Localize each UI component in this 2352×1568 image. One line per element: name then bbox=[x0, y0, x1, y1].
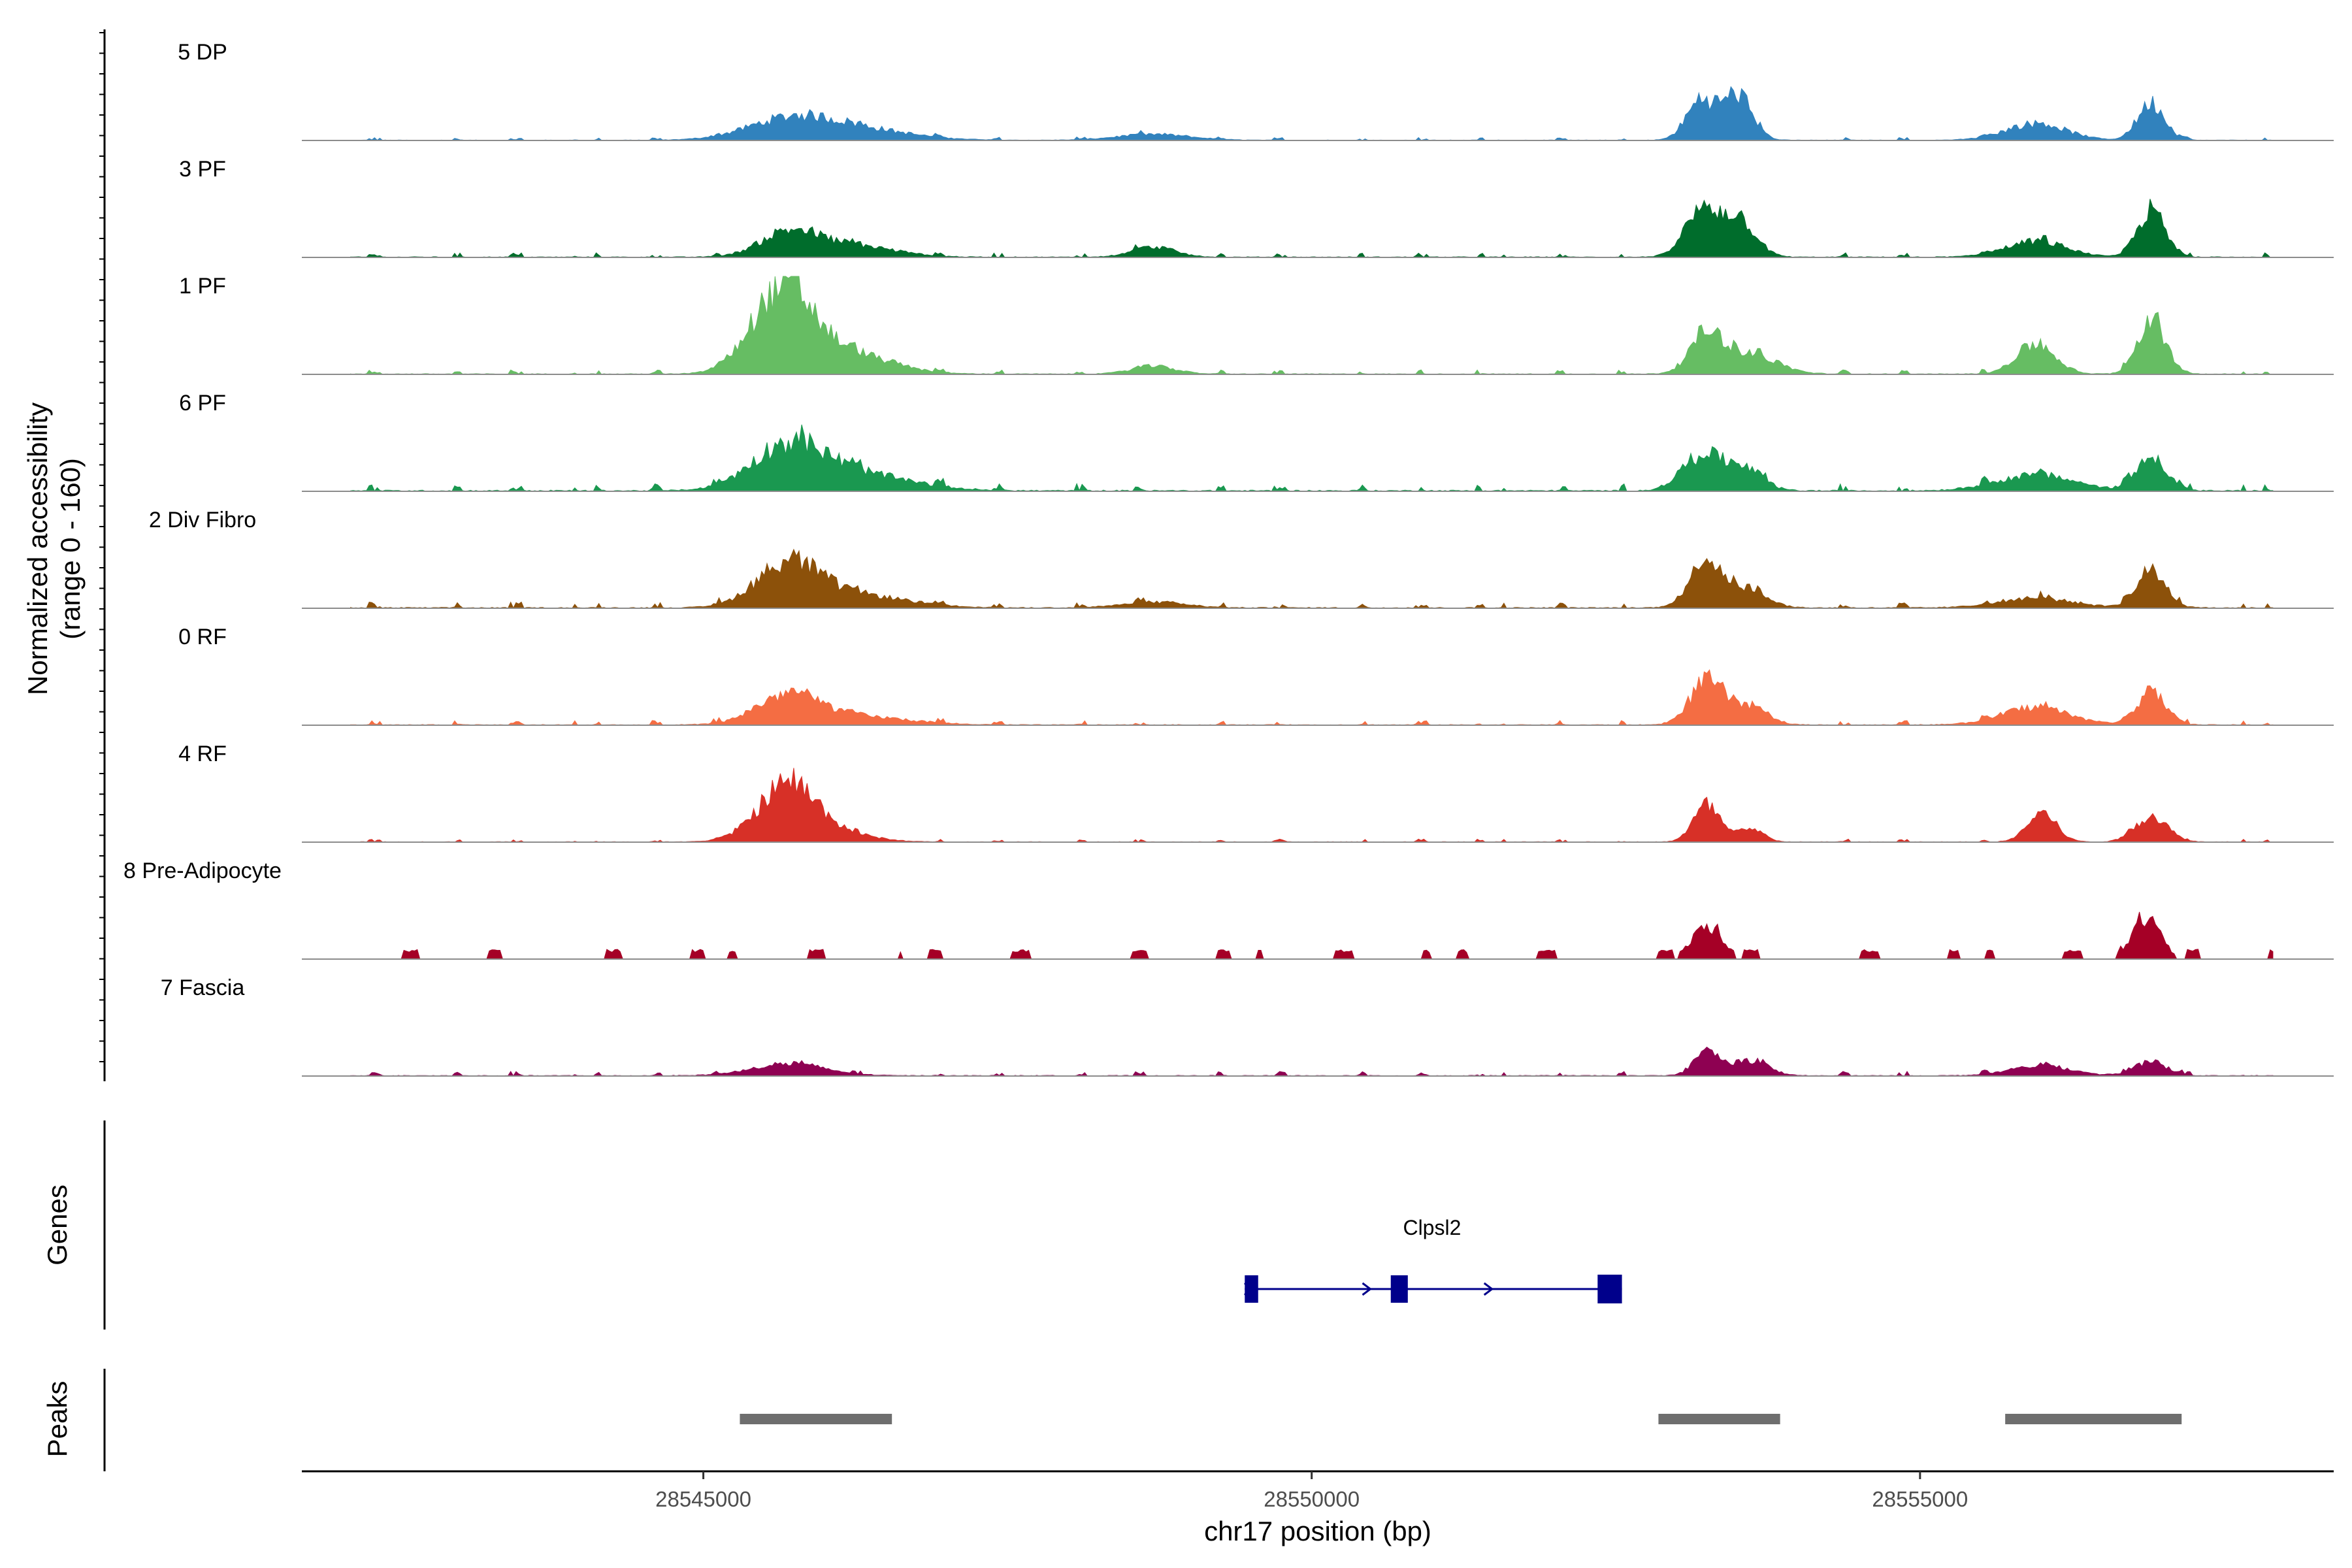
track-7-fascia: 7 Fascia bbox=[161, 975, 2334, 1077]
track-3-pf: 3 PF bbox=[179, 157, 2334, 258]
gene-exon bbox=[1245, 1275, 1258, 1303]
track-4-rf: 4 RF bbox=[178, 742, 2334, 843]
coverage-area bbox=[350, 86, 2274, 141]
x-tick-label: 28555000 bbox=[1872, 1487, 1968, 1511]
coverage-area bbox=[350, 199, 2274, 258]
gene-track: Clpsl2 bbox=[1243, 1216, 1622, 1303]
x-tick-label: 28550000 bbox=[1264, 1487, 1360, 1511]
peaks-track bbox=[740, 1414, 2182, 1424]
x-axis: 28545000 28550000 28555000 chr17 positio… bbox=[302, 1470, 2334, 1546]
x-axis-title: chr17 position (bp) bbox=[1204, 1516, 1431, 1546]
coverage-area bbox=[350, 276, 2274, 375]
track-label: 7 Fascia bbox=[161, 975, 245, 1000]
x-tick-label: 28545000 bbox=[655, 1487, 751, 1511]
y-axis-title-line2: (range 0 - 160) bbox=[55, 458, 86, 640]
track-label: 6 PF bbox=[179, 391, 226, 416]
strand-arrow bbox=[1362, 1282, 1372, 1296]
coverage-area bbox=[350, 768, 2274, 843]
track-label: 4 RF bbox=[178, 742, 227, 766]
track-8-pre-adipocyte: 8 Pre-Adipocyte bbox=[123, 858, 2334, 960]
track-2-div-fibro: 2 Div Fibro bbox=[149, 508, 2334, 609]
coverage-area bbox=[350, 548, 2274, 609]
gene-exon bbox=[1390, 1275, 1408, 1303]
track-label: 2 Div Fibro bbox=[149, 508, 256, 532]
gene-exon bbox=[1597, 1275, 1622, 1303]
peak-region bbox=[740, 1414, 892, 1424]
track-label: 0 RF bbox=[178, 625, 227, 649]
y-axis-title-line1: Normalized accessibility bbox=[22, 402, 53, 695]
track-label: 5 DP bbox=[178, 40, 227, 65]
left-axes bbox=[99, 29, 106, 1471]
track-label: 8 Pre-Adipocyte bbox=[123, 858, 282, 883]
coverage-area bbox=[350, 1047, 2274, 1077]
coverage-area bbox=[350, 911, 2274, 960]
coverage-area bbox=[350, 669, 2274, 726]
track-6-pf: 6 PF bbox=[179, 391, 2334, 493]
track-1-pf: 1 PF bbox=[179, 274, 2334, 375]
gene-label: Clpsl2 bbox=[1403, 1216, 1461, 1239]
genes-panel-title: Genes bbox=[42, 1184, 73, 1266]
peak-region bbox=[2005, 1414, 2182, 1424]
peaks-panel-title: Peaks bbox=[42, 1381, 73, 1458]
strand-arrow bbox=[1483, 1282, 1494, 1296]
peak-region bbox=[1658, 1414, 1780, 1424]
coverage-tracks: 5 DP 3 PF 1 PF 6 PF 2 Div Fibro 0 RF 4 RF 8 Pre… bbox=[123, 40, 2334, 1077]
track-label: 1 PF bbox=[179, 274, 226, 299]
y-axis-title: Normalized accessibility (range 0 - 160) bbox=[22, 402, 86, 695]
track-5-dp: 5 DP bbox=[178, 40, 2334, 141]
coverage-area bbox=[350, 424, 2274, 493]
track-label: 3 PF bbox=[179, 157, 226, 182]
track-0-rf: 0 RF bbox=[178, 625, 2334, 726]
